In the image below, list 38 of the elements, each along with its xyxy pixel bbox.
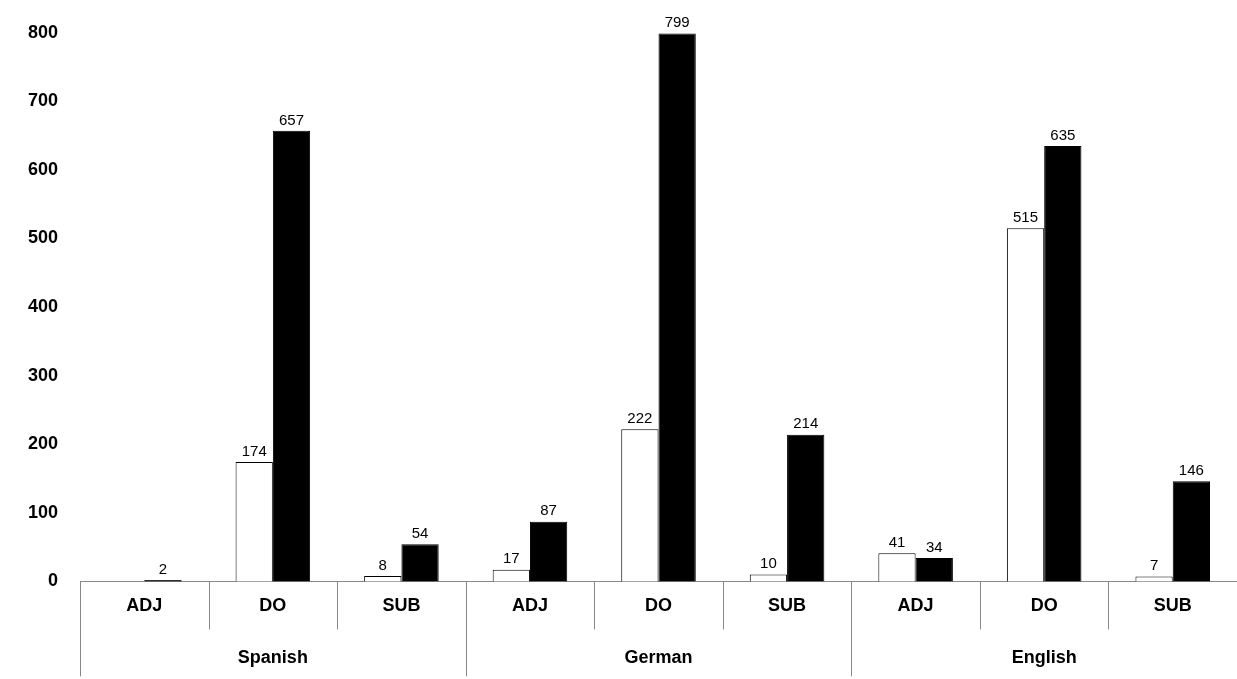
text: German: [624, 647, 693, 668]
x-tick-label: ADJ: [126, 595, 163, 616]
y-tick-label: 200: [27, 433, 59, 454]
data-label: 17: [502, 549, 520, 567]
data-label: 7: [1149, 556, 1159, 574]
y-tick-label: 0: [48, 570, 59, 591]
x-tick-label: ADJ: [897, 595, 934, 616]
data-label: 799: [664, 13, 690, 31]
text: Spanish: [237, 647, 308, 668]
data-label: 214: [793, 414, 819, 432]
x-tick-label: SUB: [382, 595, 421, 616]
data-label: 34: [925, 537, 943, 555]
data-label: 2: [158, 559, 168, 577]
data-label: 54: [411, 524, 429, 542]
data-label: 635: [1050, 125, 1076, 143]
text: English: [1011, 647, 1077, 668]
y-tick-label: 600: [27, 158, 59, 179]
data-label: 41: [888, 532, 906, 550]
x-tick-label: SUB: [768, 595, 807, 616]
x-tick-label: DO: [259, 595, 287, 616]
y-tick-label: 500: [27, 227, 59, 248]
x-tick-label: SUB: [1153, 595, 1192, 616]
x-tick-label: DO: [1030, 595, 1058, 616]
y-tick-label: 400: [27, 296, 59, 317]
data-label: 10: [760, 554, 777, 572]
data-label: 174: [241, 441, 267, 459]
y-tick-label: 300: [27, 364, 59, 385]
data-label: 8: [378, 555, 387, 573]
data-label: 222: [627, 408, 653, 426]
data-label: 146: [1178, 460, 1204, 478]
data-label: 87: [540, 501, 557, 519]
data-label: 657: [278, 110, 305, 128]
y-tick-label: 700: [27, 90, 59, 111]
y-tick-label: 100: [27, 501, 59, 522]
y-tick-label: 800: [27, 21, 59, 42]
data-label: 515: [1013, 207, 1039, 225]
x-tick-label: ADJ: [511, 595, 548, 616]
x-tick-label: DO: [645, 595, 673, 616]
